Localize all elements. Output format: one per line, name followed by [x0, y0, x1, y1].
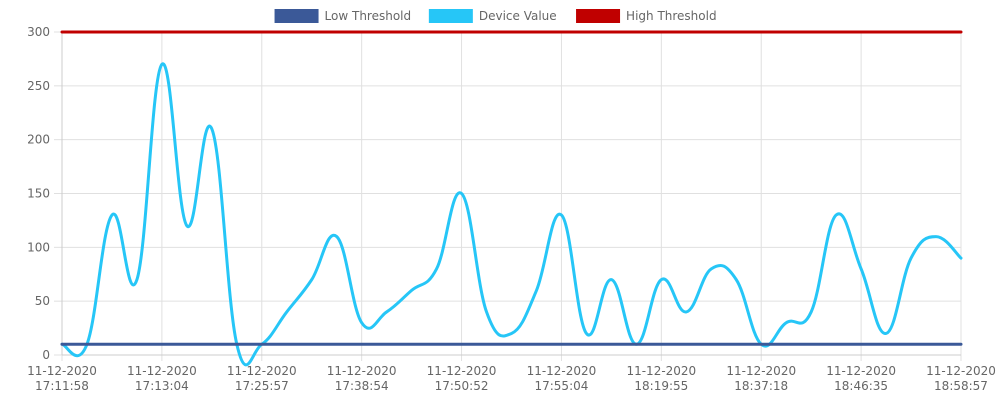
x-axis: 11-12-2020 17:11:58 11-12-2020 17:13:04 11-1…: [27, 354, 996, 393]
y-tick-label: 150: [27, 187, 50, 201]
y-tick-label: 200: [27, 133, 50, 147]
legend-swatch: [428, 9, 473, 23]
x-tick-label: 11-12-2020 18:58:57: [926, 364, 996, 393]
legend-label: Low Threshold: [325, 9, 412, 23]
x-tick-label: 11-12-2020 18:37:18: [726, 364, 796, 393]
legend-swatch: [576, 9, 621, 23]
y-tick-label: 100: [27, 240, 50, 254]
y-axis: 0 50 100 150 200 250 300: [27, 25, 63, 362]
legend-item-low-threshold[interactable]: Low Threshold: [274, 9, 412, 23]
x-tick-label: 11-12-2020 17:25:57: [227, 364, 297, 393]
legend-label: High Threshold: [626, 9, 717, 23]
x-tick-label: 11-12-2020 17:13:04: [127, 364, 197, 393]
legend-item-high-threshold[interactable]: High Threshold: [576, 9, 717, 23]
y-tick-label: 300: [27, 25, 50, 39]
legend-label: Device Value: [479, 9, 557, 23]
series-layer: [60, 30, 963, 367]
series-line-device-value: [60, 62, 963, 367]
x-tick-label: 11-12-2020 17:11:58: [27, 364, 97, 393]
y-tick-label: 250: [27, 79, 50, 93]
x-tick-label: 11-12-2020 17:50:52: [427, 364, 497, 393]
y-tick-label: 50: [35, 294, 50, 308]
x-tick-label: 11-12-2020 17:55:04: [527, 364, 597, 393]
y-tick-label: 0: [42, 348, 50, 362]
x-tick-label: 11-12-2020 18:19:55: [626, 364, 696, 393]
x-tick-label: 11-12-2020 17:38:54: [327, 364, 397, 393]
x-tick-label: 11-12-2020 18:46:35: [826, 364, 896, 393]
legend-item-device-value[interactable]: Device Value: [428, 9, 557, 23]
legend: Low Threshold Device Value High Threshold: [274, 9, 717, 23]
legend-swatch: [274, 9, 319, 23]
grid: [61, 31, 962, 356]
